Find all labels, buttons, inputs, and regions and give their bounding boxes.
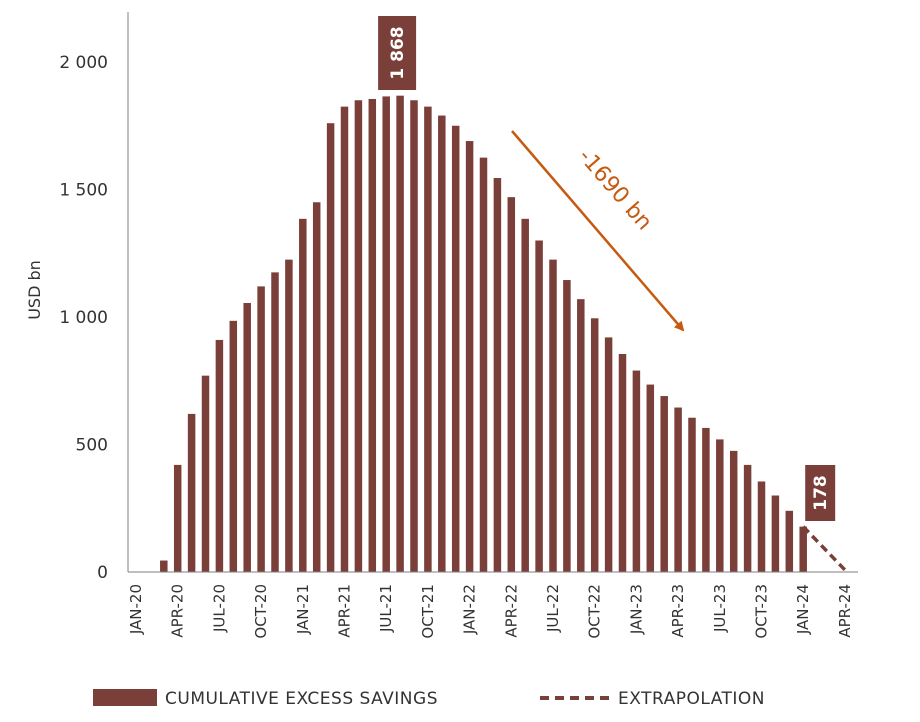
x-tick-label: JAN-22 (461, 584, 479, 635)
last-label: 178 (811, 475, 831, 511)
bar-jul-21 (382, 96, 390, 573)
bar-mar-23 (660, 396, 668, 572)
decline-arrow-label: -1690 bn (573, 144, 657, 235)
bar-jan-22 (465, 141, 474, 573)
bar-apr-21 (340, 106, 349, 572)
bar-apr-20 (173, 464, 182, 572)
bar-apr-23 (674, 407, 682, 572)
y-tick-label: 500 (76, 436, 108, 456)
bar-jun-20 (201, 375, 210, 572)
bar-jun-22 (535, 240, 543, 572)
x-tick-label: APR-20 (169, 584, 187, 638)
y-tick-label: 2 000 (59, 53, 108, 73)
bar-dec-20 (285, 259, 293, 572)
legend-swatch-savings (93, 689, 157, 706)
bar-sep-22 (577, 299, 585, 572)
x-tick-label: OCT-22 (586, 584, 604, 639)
bar-feb-23 (646, 384, 655, 572)
legend-label-extrapolation: EXTRAPOLATION (618, 689, 765, 709)
x-tick-label: JAN-20 (127, 584, 145, 635)
bar-aug-23 (729, 450, 738, 572)
bar-may-22 (521, 218, 529, 572)
peak-label: 1 868 (388, 26, 408, 79)
bar-jul-20 (215, 339, 224, 572)
bar-jun-21 (368, 98, 377, 572)
bar-nov-20 (271, 272, 279, 572)
y-tick-label: 1 000 (59, 308, 108, 328)
bar-jan-23 (632, 370, 641, 572)
y-tick-label: 0 (97, 563, 108, 583)
peak-label-box (378, 16, 417, 90)
x-tick-label: APR-21 (336, 584, 354, 638)
decline-arrow (511, 130, 685, 332)
x-tick-label: JAN-24 (794, 584, 812, 635)
x-tick-label: JUL-22 (544, 584, 562, 633)
bar-sep-23 (743, 464, 752, 572)
y-axis: 0 500 1 000 1 500 2 000 (59, 12, 129, 583)
bar-sep-21 (410, 100, 418, 572)
bar-nov-22 (604, 337, 613, 572)
bar-jun-23 (702, 427, 710, 572)
bar-mar-22 (493, 178, 502, 572)
x-tick-label: JAN-21 (294, 584, 312, 635)
bar-nov-21 (438, 115, 446, 573)
x-tick-label: APR-22 (502, 584, 520, 638)
x-tick-label: OCT-23 (753, 584, 771, 639)
bar-oct-22 (590, 318, 599, 572)
bar-oct-21 (424, 106, 432, 572)
bar-aug-20 (229, 320, 238, 572)
x-tick-label: APR-23 (669, 584, 687, 638)
x-axis: JAN-20 APR-20 JUL-20 OCT-20 JAN-21 APR-21 JUL-… (127, 571, 858, 639)
x-tick-label: JUL-21 (377, 584, 395, 633)
bars (132, 95, 807, 573)
bar-oct-23 (757, 481, 766, 572)
bar-mar-21 (326, 123, 335, 572)
bar-feb-21 (312, 202, 321, 572)
bar-dec-23 (785, 510, 794, 572)
bar-dec-22 (618, 353, 627, 572)
extrapolation-line (801, 525, 849, 574)
bar-may-20 (187, 413, 196, 572)
x-tick-label: OCT-20 (252, 584, 270, 639)
x-tick-label: JUL-23 (711, 584, 729, 633)
x-tick-label: APR-24 (836, 584, 854, 638)
bar-may-21 (354, 100, 363, 572)
bar-jan-24 (799, 526, 807, 572)
bar-apr-22 (507, 197, 516, 572)
x-tick-label: JUL-20 (210, 584, 228, 633)
bar-jan-21 (299, 218, 307, 572)
x-tick-label: OCT-21 (419, 584, 437, 639)
bar-dec-21 (451, 125, 460, 572)
extrapolation-dash (801, 525, 849, 574)
bar-jul-23 (716, 439, 724, 572)
bar-aug-22 (563, 280, 571, 572)
legend: CUMULATIVE EXCESS SAVINGS EXTRAPOLATION (93, 689, 765, 709)
bar-mar-20 (160, 560, 168, 572)
bar-nov-23 (771, 495, 780, 572)
x-tick-label: JAN-23 (627, 584, 645, 635)
bar-aug-21 (396, 95, 404, 572)
bar-oct-20 (257, 286, 265, 572)
legend-label-savings: CUMULATIVE EXCESS SAVINGS (165, 689, 438, 709)
bar-jul-22 (549, 259, 557, 572)
y-tick-label: 1 500 (59, 181, 108, 201)
bar-feb-22 (479, 157, 488, 572)
bar-sep-20 (243, 302, 251, 572)
bar-may-23 (688, 417, 696, 572)
y-axis-label: USD bn (25, 260, 44, 320)
last-label-box (805, 465, 836, 521)
